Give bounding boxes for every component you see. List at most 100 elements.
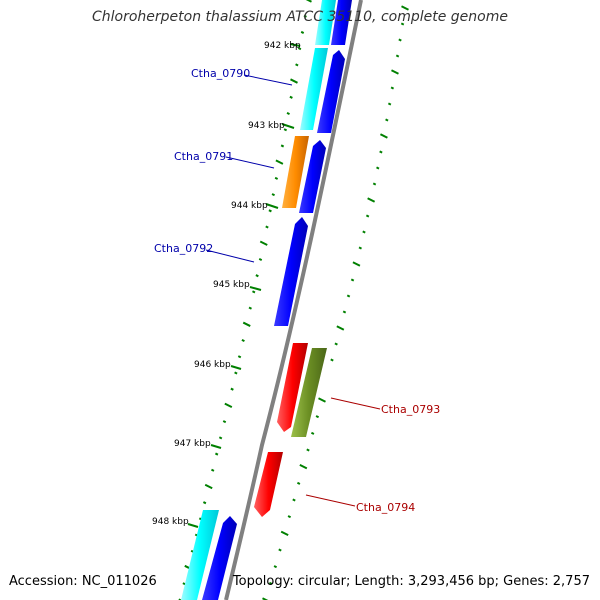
minor-tick bbox=[342, 310, 347, 314]
lower-tick-ring bbox=[262, 397, 326, 600]
kbp-tick-label: 946 kbp bbox=[194, 360, 231, 370]
major-tick bbox=[224, 402, 233, 409]
outer-tick-ring bbox=[330, 5, 409, 362]
minor-tick bbox=[278, 548, 282, 552]
minor-tick bbox=[292, 498, 296, 502]
orange-feature bbox=[282, 136, 309, 208]
minor-tick bbox=[268, 581, 273, 585]
minor-tick bbox=[211, 468, 215, 472]
major-tick bbox=[262, 597, 269, 600]
gene-label-ctha-0793: Ctha_0793 bbox=[381, 403, 440, 416]
minor-tick bbox=[390, 86, 395, 90]
minor-tick bbox=[241, 339, 245, 343]
gene-label-ctha-0791: Ctha_0791 bbox=[174, 150, 233, 163]
minor-tick bbox=[297, 47, 302, 51]
major-tick bbox=[259, 240, 268, 246]
major-tick bbox=[275, 159, 284, 165]
red-feature bbox=[277, 343, 308, 432]
minor-tick bbox=[315, 415, 320, 419]
kbp-tick-label: 943 kbp bbox=[248, 121, 285, 131]
accession-label: Accession: NC_011026 bbox=[9, 574, 157, 589]
minor-tick bbox=[350, 278, 355, 282]
minor-tick bbox=[274, 176, 279, 180]
minor-tick bbox=[258, 257, 263, 261]
kbp-tick-label: 942 kbp bbox=[264, 41, 301, 51]
minor-tick bbox=[362, 230, 366, 234]
minor-tick bbox=[379, 150, 383, 154]
minor-tick bbox=[372, 182, 377, 186]
minor-tick bbox=[398, 38, 402, 42]
genome-summary: Topology: circular; Length: 3,293,456 bp… bbox=[232, 574, 590, 589]
minor-tick bbox=[400, 22, 405, 26]
minor-tick bbox=[271, 193, 275, 197]
minor-tick bbox=[230, 387, 234, 391]
minor-tick bbox=[334, 342, 338, 346]
gene-label-ctha-0794: Ctha_0794 bbox=[356, 501, 415, 514]
minor-tick bbox=[346, 294, 351, 298]
minor-tick bbox=[234, 371, 238, 375]
minor-tick bbox=[255, 274, 259, 278]
minor-tick bbox=[358, 246, 362, 250]
feature-track bbox=[181, 0, 352, 600]
kbp-tick-label: 947 kbp bbox=[174, 439, 211, 449]
minor-tick bbox=[395, 54, 400, 58]
minor-tick bbox=[268, 209, 272, 213]
minor-tick bbox=[214, 452, 219, 456]
cds-feature bbox=[299, 140, 326, 213]
minor-tick bbox=[252, 290, 256, 294]
major-tick bbox=[242, 321, 251, 327]
cds-feature bbox=[331, 0, 352, 45]
minor-tick bbox=[310, 431, 315, 435]
major-tick bbox=[318, 397, 326, 403]
major-tick bbox=[391, 69, 399, 75]
minor-tick bbox=[265, 225, 269, 229]
minor-tick bbox=[306, 448, 310, 452]
minor-tick bbox=[202, 501, 207, 505]
minor-tick bbox=[248, 306, 252, 310]
red-feature bbox=[254, 452, 283, 517]
minor-tick bbox=[296, 481, 301, 485]
minor-tick bbox=[222, 420, 227, 424]
olive-feature bbox=[291, 348, 327, 437]
gene-labels: Ctha_0790 Ctha_0791 Ctha_0792 Ctha_0793 … bbox=[154, 67, 440, 514]
map-title: Chloroherpeton thalassium ATCC 35110, co… bbox=[92, 9, 508, 25]
minor-tick bbox=[303, 14, 307, 18]
kbp-tick-label: 944 kbp bbox=[231, 201, 268, 211]
rna-feature bbox=[181, 510, 219, 600]
minor-tick bbox=[387, 102, 392, 106]
minor-tick bbox=[330, 358, 334, 362]
major-tick bbox=[299, 464, 308, 470]
minor-tick bbox=[237, 355, 242, 359]
cds-feature bbox=[317, 50, 345, 133]
inner-tick-ring bbox=[178, 0, 312, 600]
minor-tick bbox=[218, 436, 223, 440]
minor-tick bbox=[286, 111, 290, 116]
kbp-tick-label: 948 kbp bbox=[152, 517, 189, 527]
major-tick bbox=[336, 325, 345, 331]
minor-tick bbox=[283, 128, 288, 132]
minor-tick bbox=[300, 30, 305, 34]
minor-tick bbox=[280, 144, 285, 148]
rna-feature bbox=[315, 0, 336, 45]
major-tick bbox=[379, 133, 388, 139]
rna-feature bbox=[300, 48, 328, 130]
minor-tick bbox=[273, 565, 278, 569]
minor-tick bbox=[287, 515, 292, 519]
minor-tick bbox=[365, 214, 370, 218]
major-tick bbox=[290, 78, 298, 84]
major-tick bbox=[280, 530, 289, 536]
minor-tick bbox=[295, 63, 299, 67]
cds-feature bbox=[274, 217, 308, 326]
major-tick bbox=[204, 483, 213, 490]
gene-label-ctha-0792: Ctha_0792 bbox=[154, 242, 213, 255]
major-tick bbox=[401, 5, 409, 11]
major-tick bbox=[305, 0, 312, 3]
kbp-scale: 942 kbp 943 kbp 944 kbp 945 kbp 946 kbp … bbox=[152, 41, 301, 528]
kbp-tick-label: 945 kbp bbox=[213, 280, 250, 290]
genome-backbone bbox=[224, 0, 363, 600]
major-tick bbox=[352, 261, 361, 267]
cds-feature bbox=[202, 516, 237, 600]
minor-tick bbox=[385, 118, 389, 122]
minor-tick bbox=[376, 166, 380, 170]
